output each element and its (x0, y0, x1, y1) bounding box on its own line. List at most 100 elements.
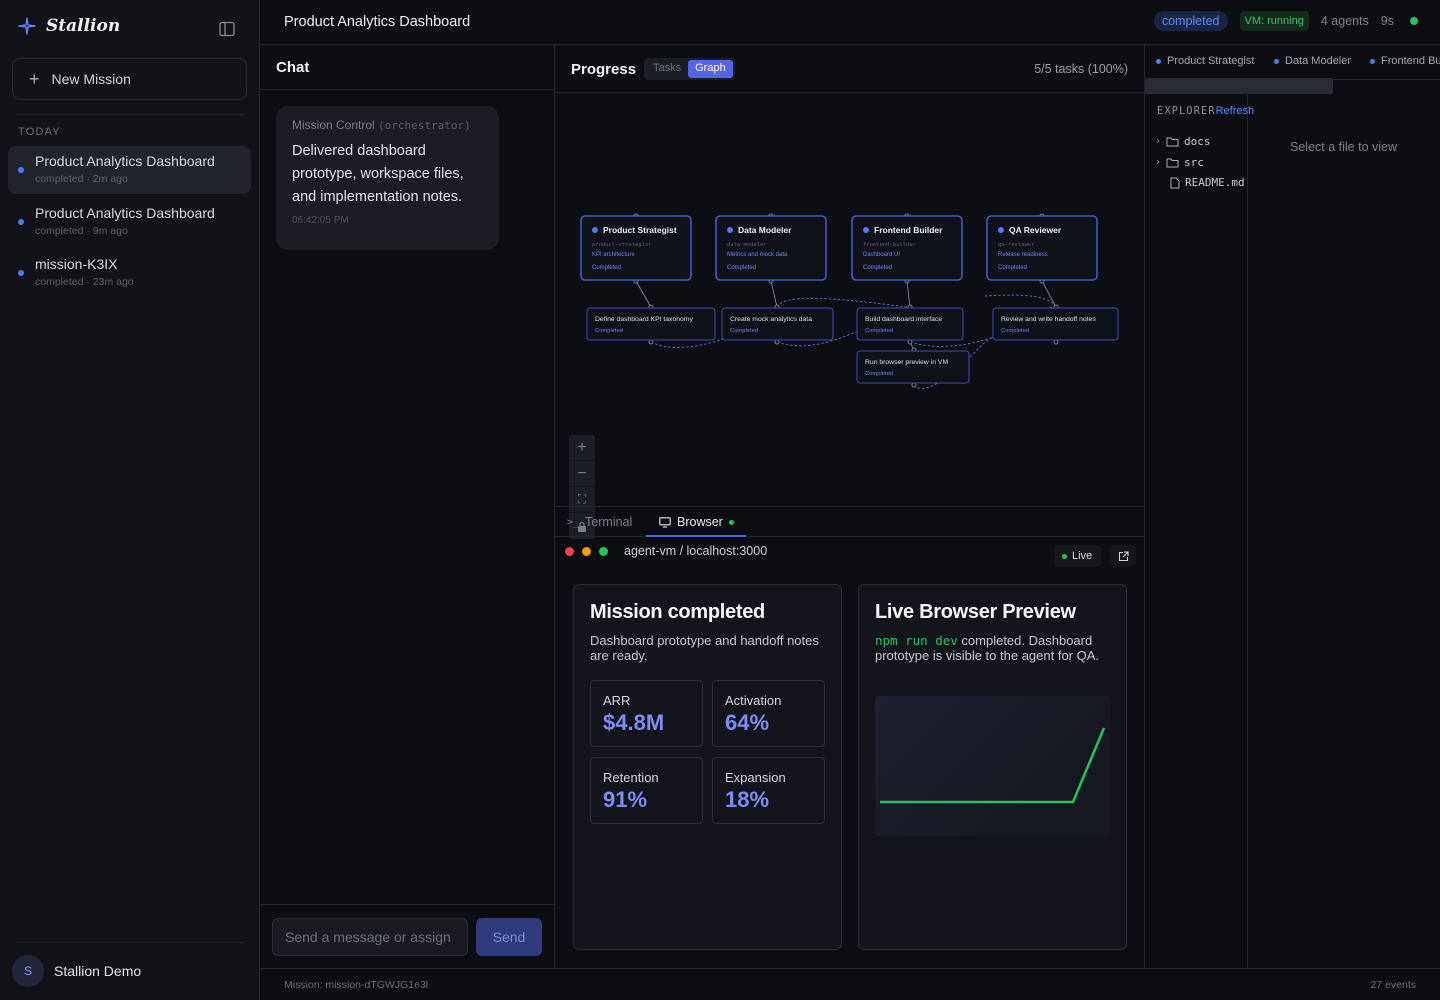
mission-title: Product Analytics Dashboard (35, 205, 215, 221)
user-menu[interactable]: S Stallion Demo (12, 955, 141, 987)
avatar: S (12, 955, 44, 987)
tab-terminal-label: Terminal (585, 515, 633, 529)
agent-node[interactable]: Product Strategist product-strategist KP… (580, 215, 692, 281)
task-node[interactable]: Run browser preview in VM Completed (856, 350, 970, 384)
tab-terminal[interactable]: >_ Terminal (567, 515, 632, 529)
progress-panel: Progress Tasks Graph 5/5 tasks (100%) (555, 45, 1145, 539)
agent-node-id: product-strategist (592, 242, 652, 248)
agent-tabs-scrollbar[interactable] (1145, 78, 1333, 94)
close-dot (565, 547, 574, 556)
metric-value: $4.8M (603, 710, 665, 735)
mission-item[interactable]: Product Analytics Dashboard completed · … (8, 198, 251, 246)
agent-node[interactable]: Frontend Builder frontend-builder Dashbo… (851, 215, 963, 281)
live-dot (728, 519, 734, 525)
tree-folder[interactable]: › src (1155, 156, 1204, 169)
plus-icon: + (29, 69, 40, 89)
app-name: Stallion (46, 16, 121, 36)
agent-tab[interactable]: Data Modeler (1274, 55, 1351, 67)
agent-node[interactable]: QA Reviewer qa-reviewer Release readines… (986, 215, 1098, 281)
tree-file[interactable]: README.md (1170, 176, 1245, 189)
task-graph[interactable]: Product Strategist product-strategist KP… (555, 93, 1145, 539)
description-text: completed. Dashboard prototype is visibl… (875, 633, 1100, 663)
task-node[interactable]: Review and write handoff notes Completed (992, 307, 1119, 341)
task-node-status: Completed (865, 328, 893, 334)
task-node[interactable]: Create mock analytics data Completed (721, 307, 834, 341)
agent-node-focus: Release readiness (998, 252, 1048, 258)
active-tab-indicator (646, 535, 746, 537)
agent-tab[interactable]: Product Strategist (1156, 55, 1254, 67)
agent-node[interactable]: Data Modeler data-modeler Metrics and mo… (715, 215, 827, 281)
live-badge: Live (1055, 545, 1101, 567)
tab-browser-label: Browser (677, 515, 723, 529)
chat-input[interactable] (272, 918, 468, 956)
metric-card: Activation 64% (712, 680, 825, 747)
agent-node-id: data-modeler (727, 242, 767, 248)
logo[interactable]: Stallion (18, 16, 120, 36)
tree-folder[interactable]: › docs (1155, 135, 1211, 148)
agent-node-name: Data Modeler (738, 225, 792, 235)
refresh-button[interactable]: Refresh (1215, 105, 1255, 117)
agent-node-name: QA Reviewer (1009, 225, 1062, 235)
task-node[interactable]: Build dashboard interface Completed (856, 307, 964, 341)
live-indicator-dot (1062, 553, 1067, 559)
url-text[interactable]: agent-vm / localhost:3000 (624, 544, 768, 558)
tree-item-label: docs (1184, 135, 1211, 148)
page-title: Product Analytics Dashboard (284, 14, 471, 30)
task-node[interactable]: Define dashboard KPI taxonomy Completed (586, 307, 716, 341)
agent-node-status: Completed (863, 265, 892, 271)
message-text: Delivered dashboard prototype, workspace… (292, 143, 464, 205)
tree-item-label: src (1184, 156, 1204, 169)
tab-graph[interactable]: Graph (688, 60, 733, 78)
workspace-panel: Product Strategist Data Modeler Frontend… (1145, 45, 1440, 968)
metric-label: Retention (603, 770, 659, 785)
message-time: 06:42:05 PM (292, 215, 349, 226)
chat-panel: Chat Mission Control (orchestrator) Deli… (260, 45, 555, 968)
chat-title: Chat (260, 45, 554, 90)
sparkline (880, 727, 1106, 804)
send-button[interactable]: Send (476, 918, 542, 956)
lock-icon[interactable] (569, 513, 595, 539)
task-node-title: Review and write handoff notes (1001, 316, 1096, 323)
metric-card: Retention 91% (590, 757, 703, 824)
mission-id: Mission: mission-dTGWJG1e3l (284, 979, 429, 991)
tab-tasks[interactable]: Tasks (653, 62, 682, 74)
mission-item[interactable]: mission-K3IX completed · 23m ago (8, 249, 251, 297)
browser-url-bar: agent-vm / localhost:3000 Live (555, 537, 1144, 567)
open-external-icon[interactable] (1110, 545, 1136, 567)
mission-item[interactable]: Product Analytics Dashboard completed · … (8, 146, 251, 194)
agent-node-status: Completed (998, 265, 1027, 271)
elapsed-time: 9s (1380, 14, 1394, 28)
tab-browser[interactable]: Browser (659, 515, 734, 529)
divider (16, 942, 244, 943)
file-explorer: EXPLORERRefresh › docs › src README.md (1145, 95, 1254, 968)
agent-node-name: Product Strategist (603, 225, 677, 235)
metric-value: 64% (725, 710, 770, 735)
zoom-out-icon[interactable]: − (569, 461, 595, 487)
zoom-in-icon[interactable]: + (569, 435, 595, 461)
metric-label: Activation (725, 693, 782, 708)
sender-name: Mission Control (292, 118, 375, 132)
chevron-right-icon: › (1155, 157, 1162, 168)
card-description: npm run dev completed. Dashboard prototy… (875, 633, 1110, 663)
maximize-dot (599, 547, 608, 556)
browser-panel: >_ Terminal Browser agent-vm / localhost… (555, 506, 1145, 968)
folder-icon (1166, 137, 1179, 147)
new-mission-button[interactable]: + New Mission (12, 58, 247, 100)
file-icon (1170, 177, 1180, 188)
agent-node-focus: KPI architecture (592, 252, 635, 258)
task-node-status: Completed (730, 328, 758, 334)
agent-tab[interactable]: Frontend Builder (1370, 55, 1440, 67)
mission-title: Product Analytics Dashboard (35, 153, 215, 169)
event-count: 27 events (1370, 979, 1416, 991)
new-mission-label: New Mission (51, 71, 131, 87)
agent-node-name: Frontend Builder (874, 225, 943, 235)
fit-view-icon[interactable]: ⛶ (569, 487, 595, 513)
terminal-icon: >_ (567, 516, 580, 528)
agent-node-status: Completed (592, 265, 621, 271)
metric-card: ARR $4.8M (590, 680, 703, 747)
section-label: TODAY (18, 126, 61, 138)
message-sender: Mission Control (orchestrator) (292, 117, 483, 134)
card-title: Live Browser Preview (875, 601, 1076, 623)
sidebar-toggle-icon[interactable] (218, 20, 236, 38)
file-viewer-empty: Select a file to view (1290, 140, 1397, 154)
